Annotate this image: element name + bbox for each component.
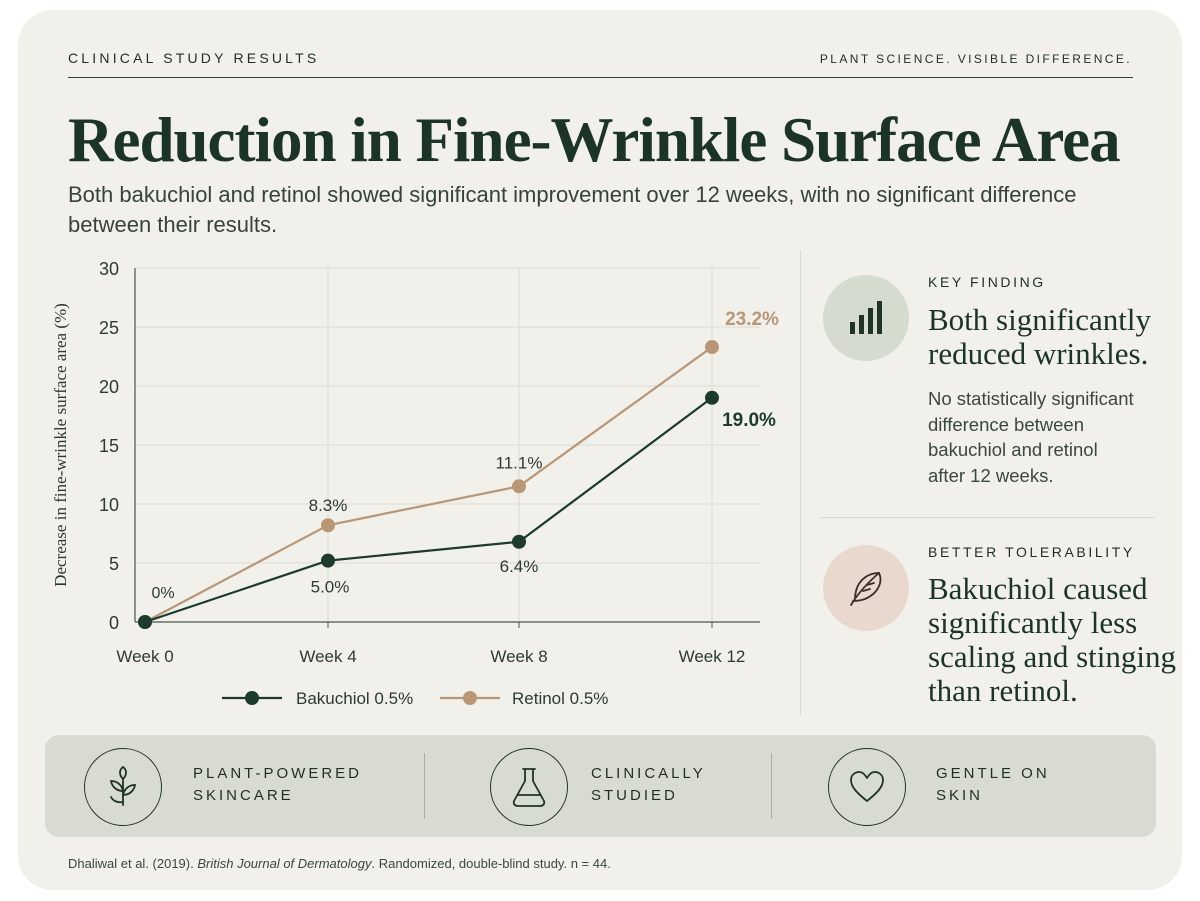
vertical-divider — [800, 250, 801, 715]
legend-label: Retinol 0.5% — [512, 689, 608, 708]
data-label: 0% — [151, 585, 174, 602]
feature-label: PLANT-POWERED SKINCARE — [193, 763, 362, 807]
key-finding-headline: Both significantly reduced wrinkles. — [928, 303, 1151, 371]
body-line: difference between — [928, 413, 1084, 435]
feature-divider — [771, 753, 772, 819]
y-tick-label: 15 — [99, 436, 119, 456]
feature-label: GENTLE ON SKIN — [936, 763, 1050, 807]
x-tick-label: Week 8 — [490, 647, 547, 666]
feature-line: STUDIED — [591, 787, 678, 804]
tolerability-headline: Bakuchiol caused significantly less scal… — [928, 572, 1176, 708]
feature-banner: PLANT-POWERED SKINCARE CLINICALLY STUDIE… — [45, 735, 1156, 837]
page-subtitle: Both bakuchiol and retinol showed signif… — [68, 182, 1077, 237]
citation-details: . Randomized, double-blind study. n = 44… — [371, 856, 611, 871]
header-divider — [68, 77, 1133, 78]
data-point — [512, 534, 526, 549]
citation-authors: Dhaliwal et al. (2019). — [68, 856, 198, 871]
body-line: bakuchiol and retinol — [928, 439, 1098, 460]
key-finding-label: KEY FINDING — [928, 274, 1046, 290]
data-label: 5.0% — [311, 578, 350, 597]
data-point — [705, 390, 719, 405]
body-line: No statistically significant — [928, 388, 1134, 409]
y-axis-label: Decrease in fine-wrinkle surface area (%… — [51, 303, 70, 587]
feature-line: GENTLE ON — [936, 765, 1050, 782]
y-tick-label: 25 — [99, 318, 119, 338]
headline-line: scaling and stinging — [928, 639, 1176, 674]
feature-line: SKIN — [936, 787, 984, 804]
page-title: Reduction in Fine-Wrinkle Surface Area — [68, 105, 1121, 175]
citation-journal: British Journal of Dermatology — [197, 856, 372, 871]
data-label: 23.2% — [725, 309, 779, 330]
key-finding-body: No statistically significant difference … — [928, 386, 1134, 488]
citation: Dhaliwal et al. (2019). British Journal … — [68, 856, 611, 871]
horizontal-divider — [820, 517, 1155, 518]
y-tick-label: 5 — [109, 554, 119, 574]
headline-line: Both significantly — [928, 302, 1152, 337]
plant-icon — [84, 748, 162, 826]
data-point — [321, 553, 335, 568]
series-line — [144, 396, 713, 624]
headline-line: Bakuchiol caused — [928, 571, 1148, 606]
feature-line: SKINCARE — [193, 787, 294, 804]
y-tick-label: 20 — [99, 377, 119, 397]
x-tick-label: Week 4 — [299, 647, 356, 666]
feature-label: CLINICALLY STUDIED — [591, 763, 706, 807]
headline-line: than retinol. — [928, 673, 1078, 708]
legend-marker — [463, 691, 477, 705]
data-point — [321, 518, 335, 533]
series-line — [144, 346, 713, 623]
legend-label: Bakuchiol 0.5% — [296, 689, 413, 708]
y-tick-label: 0 — [109, 613, 119, 633]
feature-divider — [424, 753, 425, 819]
data-point — [705, 340, 719, 355]
y-tick-label: 30 — [99, 259, 119, 279]
headline-line: significantly less — [928, 605, 1138, 640]
feather-icon — [823, 545, 909, 631]
x-tick-label: Week 0 — [116, 647, 173, 666]
bar-chart-icon — [823, 275, 909, 361]
flask-icon — [490, 748, 568, 826]
data-label: 6.4% — [500, 557, 539, 576]
eyebrow-label: CLINICAL STUDY RESULTS — [68, 50, 320, 66]
data-point — [138, 615, 152, 629]
x-tick-label: Week 12 — [679, 647, 746, 666]
feature-line: PLANT-POWERED — [193, 765, 363, 782]
legend-marker — [245, 691, 259, 705]
line-chart: 0 5 10 15 20 25 30 Week 0 Week 4 Week 8 Week 12 Dec… — [51, 259, 779, 708]
data-point — [512, 479, 526, 494]
body-line: after 12 weeks. — [928, 464, 1054, 486]
heart-icon — [828, 748, 906, 826]
y-tick-label: 10 — [99, 495, 119, 515]
data-label: 8.3% — [309, 496, 348, 515]
data-label: 19.0% — [722, 410, 776, 431]
tolerability-label: BETTER TOLERABILITY — [928, 544, 1135, 560]
data-label: 11.1% — [496, 453, 543, 472]
feature-line: CLINICALLY — [591, 765, 706, 782]
tagline: PLANT SCIENCE. VISIBLE DIFFERENCE. — [819, 52, 1132, 66]
headline-line: reduced wrinkles. — [928, 336, 1149, 371]
